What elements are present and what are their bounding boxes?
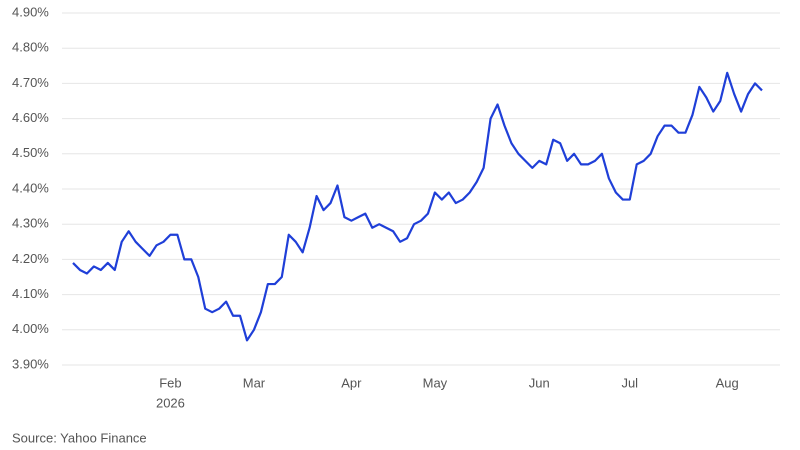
y-tick-label: 4.30% [12,216,49,231]
y-tick-label: 4.40% [12,180,49,195]
y-tick-label: 4.70% [12,75,49,90]
y-tick-label: 4.60% [12,110,49,125]
y-tick-label: 4.00% [12,321,49,336]
x-tick-label: Mar [243,375,266,390]
x-year-label: 2026 [156,395,185,410]
x-tick-label: Apr [341,375,362,390]
y-tick-label: 4.80% [12,40,49,55]
y-tick-label: 4.10% [12,286,49,301]
source-note: Source: Yahoo Finance [12,430,147,445]
data-line [72,71,763,342]
x-tick-label: Aug [716,375,739,390]
y-tick-label: 4.90% [12,4,49,19]
x-tick-label: Jul [621,375,638,390]
x-tick-label: Jun [529,375,550,390]
y-tick-label: 4.50% [12,145,49,160]
y-tick-label: 4.20% [12,251,49,266]
x-tick-label: May [423,375,448,390]
x-tick-label: Feb [159,375,181,390]
y-tick-label: 3.90% [12,356,49,371]
